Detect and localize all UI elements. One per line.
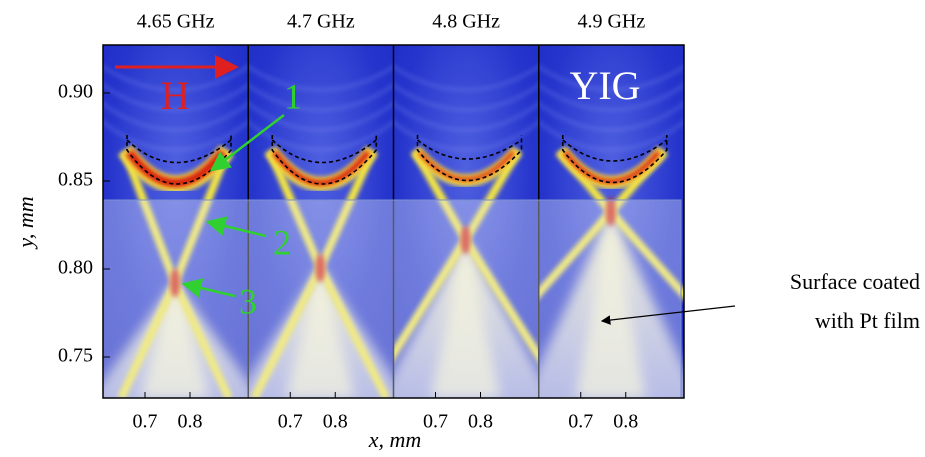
- panel-title: 4.8 GHz: [432, 11, 500, 33]
- x-tick-label: 0.8: [613, 411, 638, 433]
- y-tick-label: 0.80: [58, 257, 93, 279]
- beam-fan-core: [430, 240, 501, 398]
- crescent-core: [562, 150, 661, 184]
- ripple: [393, 83, 539, 112]
- ripple: [103, 120, 249, 152]
- panel-title: 4.7 GHz: [287, 11, 355, 33]
- focus: [170, 269, 180, 297]
- field-label: H: [161, 73, 190, 118]
- ripple: [538, 120, 684, 152]
- dashed-outline: [126, 135, 232, 185]
- beam-fan-core: [285, 268, 356, 398]
- ripple: [393, 64, 539, 92]
- ripple: [103, 101, 249, 132]
- y-tick-label: 0.85: [58, 169, 93, 191]
- marker-label: 2: [273, 222, 291, 262]
- x-axis-label: x, mm: [368, 427, 422, 452]
- panel: [248, 45, 394, 398]
- y-axis-label: y, mm: [13, 196, 38, 249]
- ripple: [248, 120, 394, 152]
- focus: [315, 254, 326, 282]
- ripple: [538, 64, 684, 92]
- pt-film-region: [102, 199, 682, 399]
- ripple: [393, 120, 539, 152]
- x-tick-label: 0.7: [568, 411, 593, 433]
- ripple: [103, 83, 249, 112]
- y-tick-label: 0.75: [58, 345, 93, 367]
- dashed-outline: [416, 135, 523, 182]
- marker-arrow: [210, 114, 285, 172]
- beam-fan-core: [575, 212, 646, 398]
- panel: [393, 45, 539, 398]
- x-tick-label: 0.7: [423, 411, 448, 433]
- crescent-core: [417, 150, 516, 182]
- x-tick-label: 0.7: [278, 411, 303, 433]
- x-tick-label: 0.8: [468, 411, 493, 433]
- marker-label: 1: [284, 76, 302, 116]
- x-tick-label: 0.8: [323, 411, 348, 433]
- panel: [538, 45, 684, 398]
- frame: [102, 44, 685, 399]
- x-tick-label: 0.7: [133, 411, 158, 433]
- dashed-outline: [561, 135, 668, 184]
- coating-label: Surface coated: [790, 269, 920, 294]
- ripple: [393, 101, 539, 132]
- x-tick-label: 0.8: [178, 411, 203, 433]
- focus: [460, 226, 471, 254]
- ripple: [248, 83, 394, 112]
- y-tick-label: 0.90: [58, 81, 93, 103]
- crescent-core: [271, 150, 371, 186]
- ripple: [248, 64, 394, 92]
- focus: [605, 198, 616, 226]
- marker-arrow: [181, 278, 236, 298]
- marker-arrow: [205, 216, 267, 238]
- panels: [103, 45, 684, 398]
- beam-fan-core: [140, 283, 210, 398]
- panel-title: 4.9 GHz: [577, 11, 645, 33]
- ripple: [538, 83, 684, 112]
- axes: 4.65 GHz 0.7 0.8 4.7 GHz 0.7 0.8 4.8 GHz 0.7 0.8…: [58, 11, 645, 433]
- coating-label: with Pt film: [815, 308, 920, 333]
- ripple: [538, 101, 684, 132]
- material-label: YIG: [569, 63, 640, 108]
- marker-label: 3: [239, 281, 257, 321]
- dashed-outline: [271, 135, 378, 185]
- panel-title: 4.65 GHz: [137, 11, 215, 33]
- ripple: [248, 101, 394, 132]
- coating-arrow: [600, 305, 736, 325]
